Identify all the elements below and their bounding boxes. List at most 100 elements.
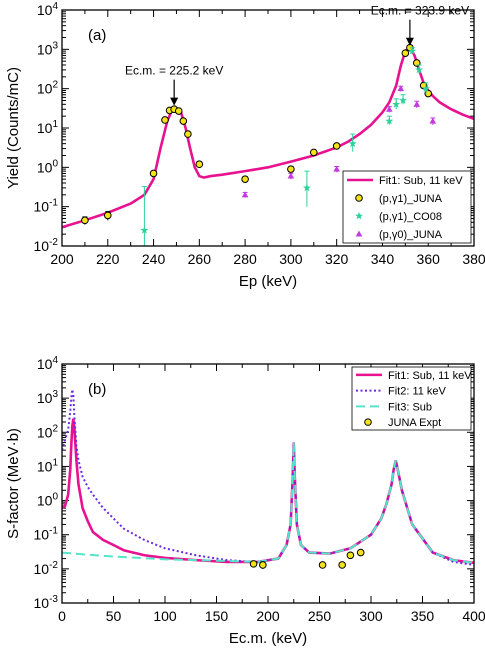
plot-area xyxy=(62,389,474,569)
x-tick-label: 320 xyxy=(325,251,349,267)
x-tick-label: 100 xyxy=(153,608,177,624)
x-tick-label: 400 xyxy=(462,608,485,624)
y-tick-label: 103 xyxy=(37,40,59,57)
legend-swatch xyxy=(355,211,363,220)
y-tick-label: 10-1 xyxy=(34,526,59,543)
annotation-text: Ec.m. = 323.9 keV xyxy=(371,4,469,18)
x-tick-label: 340 xyxy=(371,251,395,267)
y-tick-label: 101 xyxy=(37,119,59,136)
data-point xyxy=(184,130,192,138)
y-tick-label: 10-3 xyxy=(34,594,59,611)
y-tick-label: 103 xyxy=(37,389,59,406)
data-point xyxy=(333,165,340,172)
annotation-text: Ec.m. = 225.2 keV xyxy=(125,64,223,78)
data-point xyxy=(413,100,421,107)
data-point xyxy=(259,561,267,569)
y-axis-label: S-factor (MeV·b) xyxy=(5,428,22,539)
annotation: Ec.m. = 323.9 keV xyxy=(371,4,469,46)
data-point xyxy=(287,165,295,173)
x-tick-label: 200 xyxy=(256,608,280,624)
data-point xyxy=(415,65,424,74)
data-point xyxy=(332,142,341,150)
data-point xyxy=(346,551,355,560)
legend-entry: (p,γ0)_JUNA xyxy=(379,229,443,241)
plot-area xyxy=(62,43,474,246)
annotation-arrowhead xyxy=(405,37,414,46)
data-point xyxy=(195,160,204,169)
x-tick-label: 250 xyxy=(308,608,332,624)
data-point xyxy=(309,148,318,157)
data-point xyxy=(318,561,327,569)
legend-box xyxy=(351,366,472,431)
legend-entry: JUNA Expt xyxy=(388,417,441,429)
legend-swatch xyxy=(364,418,372,426)
y-tick-label: 102 xyxy=(37,423,59,440)
series-line-0 xyxy=(62,44,474,229)
data-point xyxy=(287,172,295,179)
x-tick-label: 220 xyxy=(96,251,120,267)
y-tick-label: 104 xyxy=(37,1,59,18)
data-point xyxy=(386,105,393,112)
x-tick-label: 150 xyxy=(205,608,229,624)
legend-swatch xyxy=(355,230,363,237)
y-tick-label: 102 xyxy=(37,80,59,97)
x-axis-label: Ec.m. (keV) xyxy=(229,630,307,647)
y-tick-label: 100 xyxy=(37,492,59,509)
data-point xyxy=(408,46,417,55)
panel-b: 0 50 100 150 200 250 300 350 400 10-3 10-2 10-1 100 1… xyxy=(5,355,485,647)
legend-entry: Fit3: Sub xyxy=(388,401,432,413)
data-point xyxy=(249,560,258,568)
panel-label: (a) xyxy=(88,27,106,44)
x-tick-label: 50 xyxy=(106,608,122,624)
y-tick-label: 10-2 xyxy=(34,237,59,254)
data-point xyxy=(401,49,410,57)
legend-swatch xyxy=(355,194,363,202)
panel-label: (b) xyxy=(88,381,106,398)
data-point xyxy=(174,107,183,115)
data-point xyxy=(103,211,112,220)
data-point xyxy=(385,116,394,125)
data-point xyxy=(338,561,346,569)
legend-entry: Fit1: Sub, 11 keV xyxy=(379,175,463,187)
plot-frame xyxy=(61,9,475,247)
x-tick-label: 380 xyxy=(462,251,485,267)
y-tick-label: 10-2 xyxy=(34,560,59,577)
y-tick-label: 101 xyxy=(37,457,59,474)
annotation-arrowhead xyxy=(170,97,179,106)
data-point xyxy=(429,117,437,124)
legend-entry: (p,γ1)_CO08 xyxy=(379,211,442,223)
data-point xyxy=(392,100,401,108)
data-point xyxy=(421,84,430,93)
x-tick-label: 300 xyxy=(359,608,383,624)
data-point xyxy=(179,117,188,125)
legend-entry: Fit1: Sub, 11 keV xyxy=(388,370,472,382)
x-tick-label: 0 xyxy=(58,608,66,624)
x-tick-label: 200 xyxy=(50,251,74,267)
x-tick-label: 300 xyxy=(279,251,303,267)
x-tick-label: 240 xyxy=(142,251,166,267)
data-point xyxy=(302,183,311,192)
legend-box xyxy=(342,170,472,244)
y-tick-label: 100 xyxy=(37,158,59,175)
data-point xyxy=(161,116,169,124)
data-point xyxy=(424,89,433,98)
data-point xyxy=(241,191,249,198)
x-tick-label: 280 xyxy=(233,251,257,267)
data-point xyxy=(149,169,158,178)
data-point xyxy=(348,139,357,148)
annotation: Ec.m. = 225.2 keV xyxy=(125,64,223,106)
data-point xyxy=(81,216,89,225)
series-line-1 xyxy=(62,389,474,566)
x-axis-label: Ep (keV) xyxy=(239,273,297,290)
series-line-0 xyxy=(62,418,474,565)
y-tick-label: 10-1 xyxy=(34,198,59,215)
x-tick-label: 360 xyxy=(417,251,441,267)
x-tick-label: 260 xyxy=(188,251,212,267)
series-line-2 xyxy=(62,442,474,564)
data-point xyxy=(397,85,405,92)
legend-entry: Fit2: 11 keV xyxy=(388,386,447,398)
x-tick-label: 350 xyxy=(411,608,435,624)
data-point xyxy=(241,175,249,183)
plot-frame xyxy=(61,363,475,604)
